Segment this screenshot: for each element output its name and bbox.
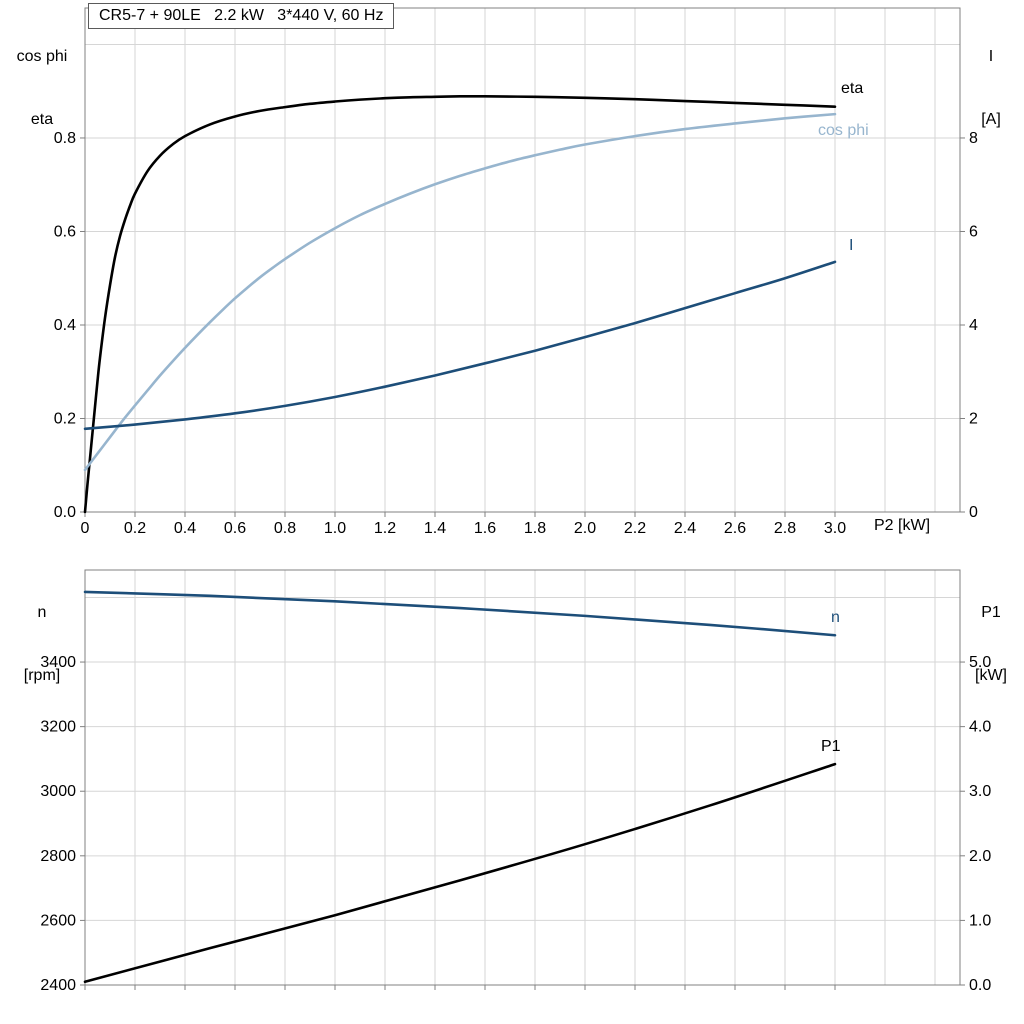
tick-label: 0.2 [124, 520, 146, 537]
tick-label: 0.6 [54, 223, 76, 240]
tick-label: 2.4 [674, 520, 696, 537]
curve-label-p1: P1 [821, 738, 841, 755]
tick-label: 2600 [40, 912, 76, 929]
tick-label: 0.8 [274, 520, 296, 537]
tick-label: 3.0 [969, 783, 991, 800]
tick-label: 4 [969, 317, 978, 334]
tick-label: 2 [969, 410, 978, 427]
tick-label: 5.0 [969, 654, 991, 671]
chart-title-box: CR5-7 + 90LE 2.2 kW 3*440 V, 60 Hz [88, 3, 395, 29]
tick-label: 0.6 [224, 520, 246, 537]
tick-label: 0 [969, 504, 978, 521]
tick-label: 1.6 [474, 520, 496, 537]
axis-label-eta: eta [30, 111, 54, 128]
tick-label: 2.8 [774, 520, 796, 537]
tick-label: 3200 [40, 719, 76, 736]
tick-labels: 0.0 0.2 0.4 0.6 0.8 0 2 4 6 8 0 0.2 0.4 0.6 0.8 1.0 1.2 1… [54, 130, 978, 537]
tick-label: 4.0 [969, 719, 991, 736]
tick-label: 3.0 [824, 520, 846, 537]
axis-label-p1: P1 [981, 604, 1001, 621]
bottom-right-axis-label: P1 [kW] [960, 560, 1022, 728]
tick-labels: 2400 2600 2800 3000 3200 3400 0.0 1.0 2.0 3.0 4.0 5… [40, 654, 991, 994]
curve-cos-phi [83, 112, 837, 472]
tick-label: 3400 [40, 654, 76, 671]
tick-label: 0.0 [969, 977, 991, 994]
curve-eta [83, 95, 837, 514]
tick-label: 1.0 [324, 520, 346, 537]
axis-label-p1-unit: [kW] [975, 667, 1007, 684]
grid [85, 570, 960, 985]
axis-label-cos-phi: cos phi [16, 48, 68, 65]
axis-label-current: I [988, 48, 994, 65]
curve-label-current: I [849, 237, 854, 254]
tick-label: 2.2 [624, 520, 646, 537]
tick-label: 8 [969, 130, 978, 147]
axis-label-speed-unit: [rpm] [23, 667, 61, 684]
tick-label: 0.4 [54, 317, 76, 334]
tick-label: 1.4 [424, 520, 446, 537]
tick-label: 2.0 [969, 848, 991, 865]
tick-label: 0.0 [54, 504, 76, 521]
top-right-axis-label: I [A] [960, 4, 1022, 172]
tick-label: 0.2 [54, 410, 76, 427]
tick-marks [80, 661, 965, 990]
tick-label: 0.4 [174, 520, 196, 537]
tick-label: 1.8 [524, 520, 546, 537]
plot-frame [84, 7, 961, 513]
top-left-axis-label: cos phi eta [0, 4, 84, 172]
tick-label: 2400 [40, 977, 76, 994]
tick-label: 2.6 [724, 520, 746, 537]
tick-label: 6 [969, 223, 978, 240]
tick-marks [80, 137, 965, 517]
curve-label-cos-phi: cos phi [818, 122, 869, 139]
bottom-left-axis-label: n [rpm] [0, 560, 84, 728]
curve-label-eta: eta [841, 80, 864, 97]
chart-bottom: 2400 2600 2800 3000 3200 3400 0.0 1.0 2.0 3.0 4.0 5… [40, 569, 991, 994]
chart-top: 0.0 0.2 0.4 0.6 0.8 0 2 4 6 8 0 0.2 0.4 0.6 0.8 1.0 1.2 1… [54, 7, 978, 537]
tick-label: 2800 [40, 848, 76, 865]
tick-label: 0 [81, 520, 90, 537]
curve-label-speed: n [831, 609, 840, 626]
x-axis-label: P2 [kW] [874, 517, 931, 534]
curve-n [83, 590, 837, 637]
tick-label: 1.2 [374, 520, 396, 537]
tick-label: 1.0 [969, 912, 991, 929]
axis-label-current-unit: [A] [981, 111, 1001, 128]
curve-P1 [83, 762, 837, 984]
tick-label: 3000 [40, 783, 76, 800]
tick-label: 0.8 [54, 130, 76, 147]
tick-label: 2.0 [574, 520, 596, 537]
plot-frame [84, 569, 961, 986]
grid [85, 8, 960, 512]
axis-label-speed: n [37, 604, 47, 621]
curve-I [83, 260, 837, 431]
